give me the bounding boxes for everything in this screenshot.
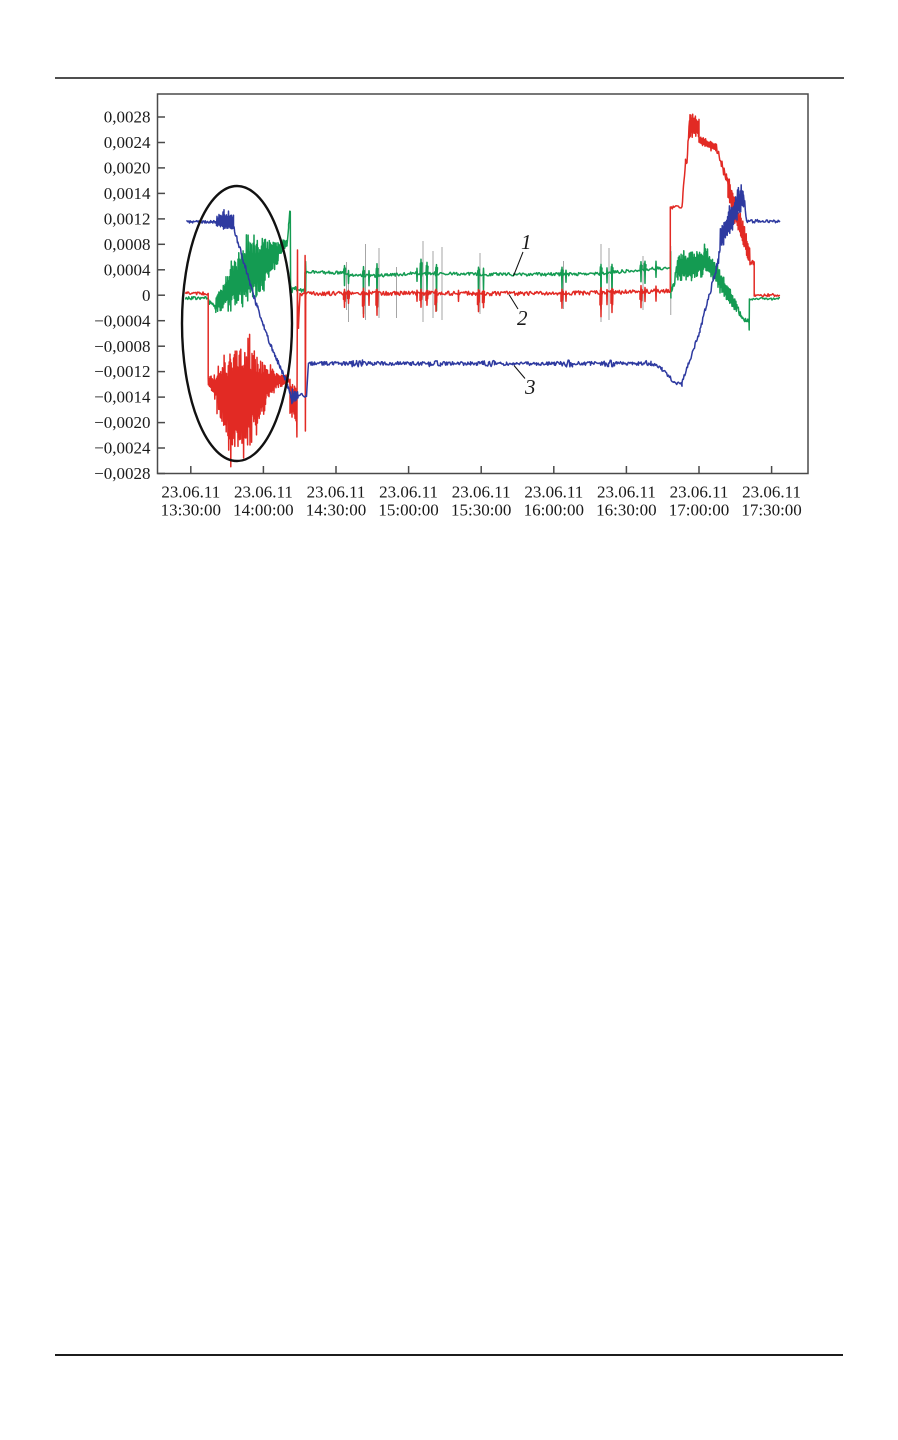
svg-text:−0,0028: −0,0028	[94, 464, 150, 483]
svg-text:23.06.11: 23.06.11	[524, 483, 583, 502]
svg-text:0: 0	[142, 286, 151, 305]
svg-text:13:30:00: 13:30:00	[161, 501, 221, 520]
svg-text:16:30:00: 16:30:00	[596, 501, 656, 520]
svg-text:23.06.11: 23.06.11	[742, 483, 801, 502]
svg-text:−0,0012: −0,0012	[94, 362, 150, 381]
svg-text:0,0014: 0,0014	[104, 184, 151, 203]
svg-text:0,0028: 0,0028	[104, 108, 151, 127]
svg-text:17:30:00: 17:30:00	[741, 501, 801, 520]
svg-text:23.06.11: 23.06.11	[452, 483, 511, 502]
svg-text:2: 2	[517, 306, 528, 330]
svg-text:23.06.11: 23.06.11	[161, 483, 220, 502]
svg-text:14:30:00: 14:30:00	[306, 501, 366, 520]
svg-text:0,0024: 0,0024	[104, 133, 151, 152]
svg-text:−0,0024: −0,0024	[94, 439, 151, 458]
svg-text:0,0004: 0,0004	[104, 260, 151, 279]
svg-text:23.06.11: 23.06.11	[597, 483, 656, 502]
svg-text:0,0008: 0,0008	[104, 235, 151, 254]
svg-text:0,0012: 0,0012	[104, 210, 151, 229]
svg-text:23.06.11: 23.06.11	[307, 483, 366, 502]
svg-text:−0,0004: −0,0004	[94, 311, 151, 330]
svg-text:23.06.11: 23.06.11	[670, 483, 729, 502]
svg-text:23.06.11: 23.06.11	[234, 483, 293, 502]
svg-text:16:00:00: 16:00:00	[524, 501, 584, 520]
svg-text:−0,0014: −0,0014	[94, 388, 151, 407]
svg-text:3: 3	[524, 375, 536, 399]
svg-text:1: 1	[521, 230, 532, 254]
svg-text:−0,0008: −0,0008	[94, 337, 150, 356]
svg-text:0,0020: 0,0020	[104, 159, 151, 178]
svg-text:14:00:00: 14:00:00	[233, 501, 293, 520]
svg-text:15:00:00: 15:00:00	[378, 501, 438, 520]
svg-text:17:00:00: 17:00:00	[669, 501, 729, 520]
svg-text:15:30:00: 15:30:00	[451, 501, 511, 520]
svg-text:23.06.11: 23.06.11	[379, 483, 438, 502]
svg-text:−0,0020: −0,0020	[94, 413, 150, 432]
